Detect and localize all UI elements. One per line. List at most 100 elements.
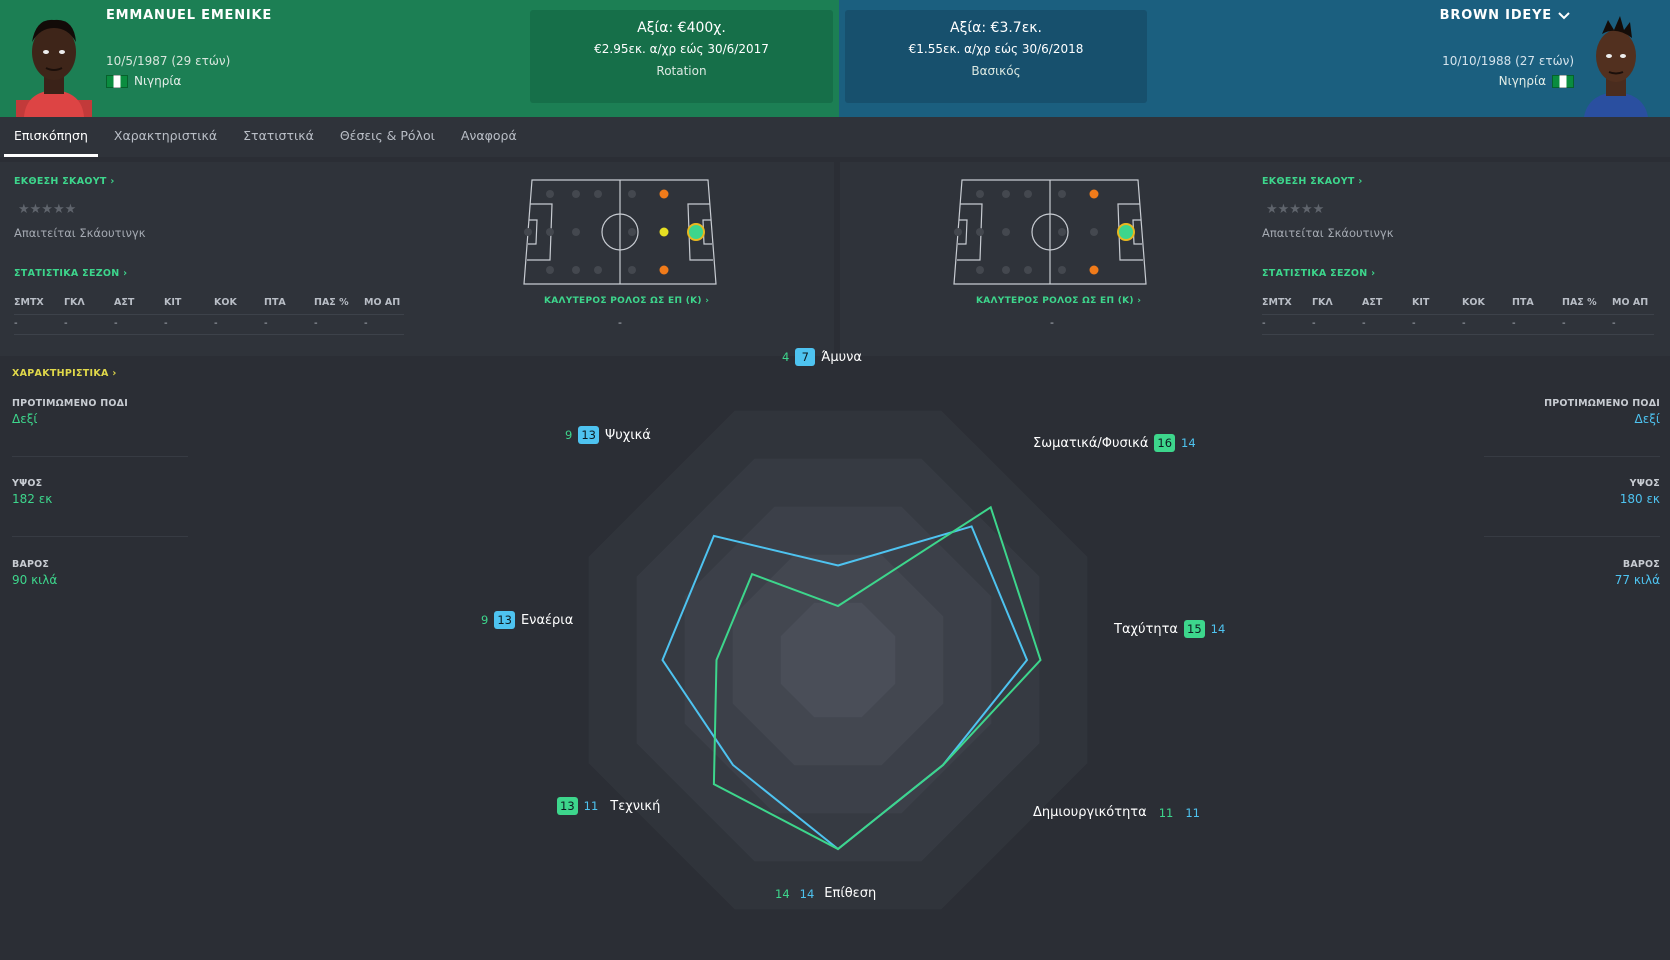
squad-status-right: Βασικός	[971, 64, 1021, 78]
stat-value: -	[1262, 318, 1266, 329]
nationality-label-left[interactable]: Νιγηρία	[134, 74, 182, 88]
right-value-badge: 7	[795, 348, 816, 366]
scout-report-link-right[interactable]: ΕΚΘΕΣΗ ΣΚΑΟΥΤ ›	[1262, 176, 1363, 187]
stat-value: -	[14, 318, 18, 329]
contract-card-right: Αξία: €3.7εκ. €1.55εκ. α/χρ εώς 30/6/201…	[845, 10, 1147, 103]
star-rating-right: ★★★★★	[1266, 202, 1325, 217]
right-value: 11	[583, 799, 599, 813]
stat-value: -	[1562, 318, 1566, 329]
right-value: 14	[1181, 436, 1196, 450]
radar-series-left-player	[712, 505, 1042, 851]
right-value-badge: 13	[494, 611, 515, 629]
right-value: 14	[799, 886, 815, 901]
tab-positions-roles[interactable]: Θέσεις & Ρόλοι	[339, 128, 435, 143]
stat-value: -	[1612, 318, 1616, 329]
stat-value: -	[1512, 318, 1516, 329]
tab-attributes[interactable]: Χαρακτηριστικά	[113, 128, 218, 143]
right-value: 11	[1185, 805, 1200, 820]
player-header-left: EMMANUEL EMENIKE 10/5/1987 (29 ετών) Νιγ…	[0, 0, 839, 117]
divider	[1262, 314, 1654, 315]
stat-value: -	[164, 318, 168, 329]
divider	[1262, 334, 1654, 335]
pitch-diagram-right	[953, 179, 1147, 285]
stat-header: ΠΤΑ	[264, 297, 286, 308]
player-name-right[interactable]: BROWN IDEYE	[1440, 8, 1570, 23]
left-value-badge: 15	[1184, 620, 1205, 638]
season-stats-link-left[interactable]: ΣΤΑΤΙΣΤΙΚΑ ΣΕΖΟΝ ›	[14, 268, 128, 279]
chevron-down-icon[interactable]	[1558, 11, 1570, 20]
stat-headers-right: ΣΜΤΧ ΓΚΛ ΑΣΤ ΚΙΤ ΚΟΚ ΠΤΑ ΠΑΣ % ΜΟ ΑΠ	[1262, 297, 1662, 308]
preferred-foot-right: Δεξί	[1634, 412, 1660, 426]
best-role-link-left[interactable]: ΚΑΛΥΤΕΡΟΣ ΡΟΛΟΣ ΩΣ ΕΠ (Κ) ›	[544, 296, 710, 306]
overview-panel-right: ΚΑΛΥΤΕΡΟΣ ΡΟΛΟΣ ΩΣ ΕΠ (Κ) › - ΕΚΘΕΣΗ ΣΚΑ…	[840, 162, 1670, 356]
characteristics-link[interactable]: ΧΑΡΑΚΤΗΡΙΣΤΙΚΑ ›	[12, 368, 117, 379]
axis-name: Τεχνική	[610, 798, 661, 814]
stat-value: -	[1312, 318, 1316, 329]
stat-header: ΠΑΣ %	[314, 297, 349, 308]
axis-name: Σωματικά/Φυσικά	[1033, 435, 1149, 451]
player-header-right: Αξία: €3.7εκ. €1.55εκ. α/χρ εώς 30/6/201…	[839, 0, 1670, 117]
tab-report[interactable]: Αναφορά	[460, 128, 517, 143]
player-dob-left: 10/5/1987 (29 ετών)	[106, 54, 231, 68]
preferred-foot-left: Δεξί	[12, 412, 38, 426]
axis-name: Επίθεση	[824, 886, 877, 901]
radar-label-aerial: 9 13 Εναέρια	[481, 611, 573, 629]
stat-header: ΜΟ ΑΠ	[364, 297, 401, 308]
player-photo-right	[1584, 16, 1648, 117]
nigeria-flag-icon	[106, 74, 128, 88]
left-value-badge: 16	[1154, 434, 1176, 452]
axis-name: Εναέρια	[520, 612, 574, 628]
stat-header: ΚΟΚ	[1462, 297, 1485, 308]
divider	[12, 456, 188, 457]
axis-name: Δημιουργικότητα	[1033, 805, 1147, 820]
height-right: 180 εκ	[1619, 492, 1660, 506]
weight-label-left: ΒΑΡΟΣ	[12, 559, 50, 570]
stat-value: -	[1462, 318, 1466, 329]
attributes-comparison: ΧΑΡΑΚΤΗΡΙΣΤΙΚΑ › ΠΡΟΤΙΜΩΜΕΝΟ ΠΟΔΙ Δεξί Υ…	[0, 348, 1670, 960]
right-value: 14	[1210, 622, 1226, 636]
nationality-label-right[interactable]: Νιγηρία	[1498, 74, 1546, 88]
stat-header: ΓΚΛ	[1312, 297, 1333, 308]
season-stats-link-right[interactable]: ΣΤΑΤΙΣΤΙΚΑ ΣΕΖΟΝ ›	[1262, 268, 1376, 279]
player-name-left[interactable]: EMMANUEL EMENIKE	[106, 8, 273, 23]
tab-statistics[interactable]: Στατιστικά	[243, 128, 314, 143]
stat-values-left: - - - - - - - -	[14, 318, 414, 329]
stat-value: -	[1362, 318, 1366, 329]
height-label-right: ΥΨΟΣ	[1629, 478, 1660, 489]
divider	[12, 536, 188, 537]
tab-overview[interactable]: Επισκόπηση	[4, 117, 98, 157]
preferred-foot-label-left: ΠΡΟΤΙΜΩΜΕΝΟ ΠΟΔΙ	[12, 398, 128, 409]
contract-card-left: Αξία: €400χ. €2.95εκ. α/χρ εώς 30/6/2017…	[530, 10, 833, 103]
scout-report-link-left[interactable]: ΕΚΘΕΣΗ ΣΚΑΟΥΤ ›	[14, 176, 115, 187]
player-wage-right: €1.55εκ. α/χρ εώς 30/6/2018	[908, 42, 1084, 56]
best-role-value-left: -	[618, 316, 622, 329]
player-dob-right: 10/10/1988 (27 ετών)	[1442, 54, 1574, 68]
left-value: 11	[1158, 805, 1174, 820]
divider	[14, 314, 404, 315]
height-left: 182 εκ	[12, 492, 53, 506]
attribute-radar-chart	[588, 410, 1088, 910]
stat-header: ΚΙΤ	[1412, 297, 1430, 308]
best-role-link-right[interactable]: ΚΑΛΥΤΕΡΟΣ ΡΟΛΟΣ ΩΣ ΕΠ (Κ) ›	[976, 296, 1142, 306]
star-rating-left: ★★★★★	[18, 202, 77, 217]
left-value-badge: 13	[557, 797, 578, 815]
left-value: 9	[481, 613, 489, 627]
stat-value: -	[1412, 318, 1416, 329]
radar-label-physical: Σωματικά/Φυσικά 16 14	[1033, 434, 1196, 452]
stat-header: ΓΚΛ	[64, 297, 85, 308]
scouting-required-right: Απαιτείται Σκάουτινγκ	[1262, 226, 1394, 240]
player-value-left: Αξία: €400χ.	[637, 20, 726, 36]
stat-header: ΠΑΣ %	[1562, 297, 1597, 308]
player-name-right-label[interactable]: BROWN IDEYE	[1439, 8, 1552, 23]
height-label-left: ΥΨΟΣ	[12, 478, 43, 489]
tab-bar: Επισκόπηση Χαρακτηριστικά Στατιστικά Θέσ…	[0, 117, 1670, 157]
player-nationality-right: Νιγηρία	[1499, 74, 1574, 88]
stat-headers-left: ΣΜΤΧ ΓΚΛ ΑΣΤ ΚΙΤ ΚΟΚ ΠΤΑ ΠΑΣ % ΜΟ ΑΠ	[14, 297, 414, 308]
pitch-diagram-left	[523, 179, 717, 285]
radar-label-creativity: Δημιουργικότητα 11 11	[1033, 805, 1200, 820]
stat-value: -	[214, 318, 218, 329]
divider	[14, 334, 404, 335]
stat-header: ΑΣΤ	[1362, 297, 1383, 308]
best-role-value-right: -	[1050, 316, 1054, 329]
weight-left: 90 κιλά	[12, 573, 58, 587]
